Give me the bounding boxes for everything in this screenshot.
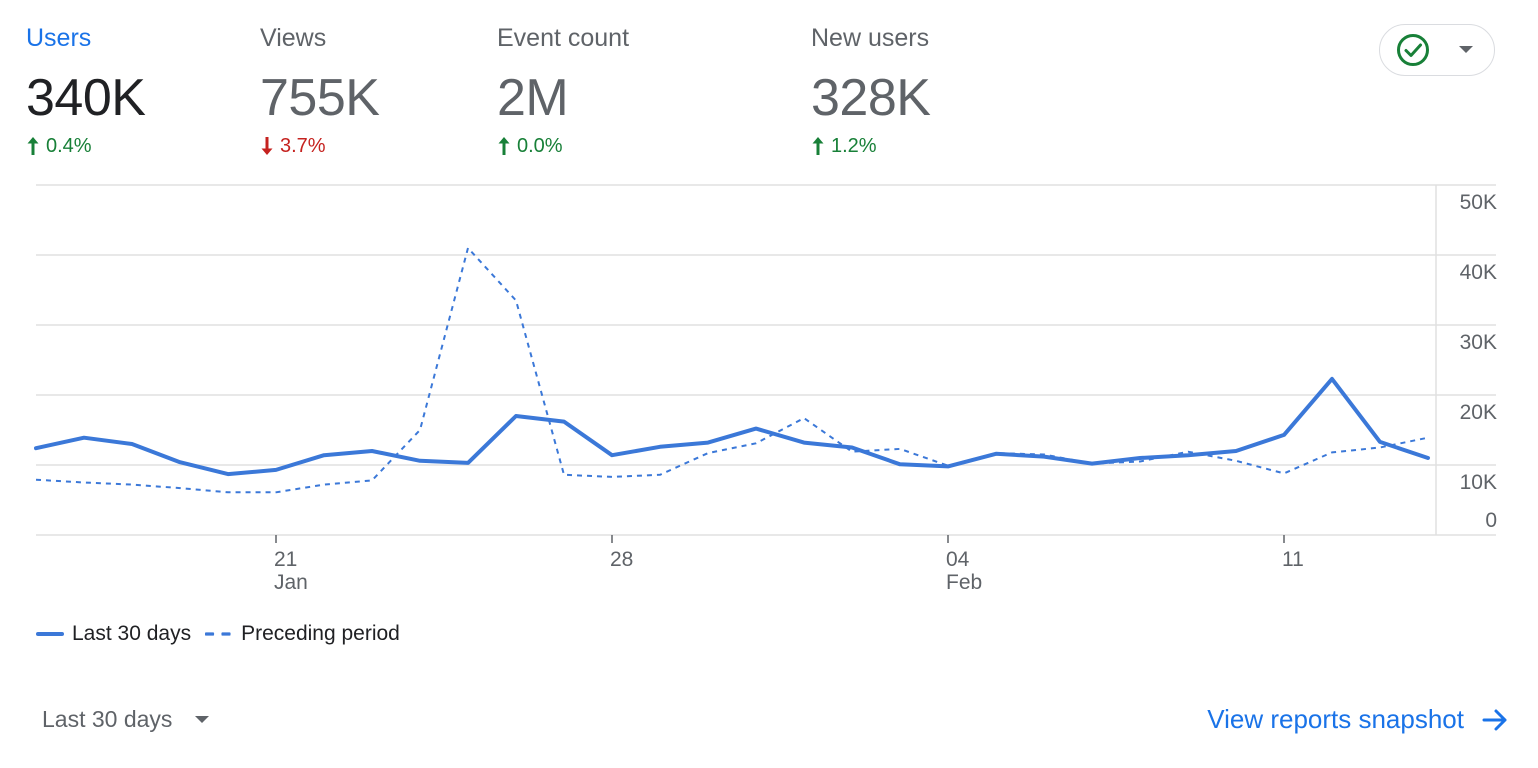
legend-label: Last 30 days [72, 622, 192, 645]
legend-solid-line-icon [36, 632, 64, 636]
x-tick-month-label: Jan [274, 571, 308, 594]
metric-label: Users [26, 24, 92, 52]
y-tick-label: 50K [1460, 191, 1497, 214]
metric-change: 3.7% [260, 134, 379, 158]
legend-item-last-30-days[interactable]: Last 30 days [36, 622, 191, 646]
x-tick-month-label: Feb [946, 571, 982, 594]
metric-value: 340K [26, 69, 146, 127]
caret-down-icon [194, 715, 210, 725]
legend-dashed-line-icon [205, 632, 233, 636]
status-dropdown-button[interactable] [1379, 24, 1495, 76]
legend-item-preceding-period[interactable]: Preceding period [205, 622, 400, 646]
metric-label: Event count [497, 24, 630, 52]
metric-label: New users [811, 24, 930, 52]
arrow-up-icon [26, 136, 40, 156]
metric-label: Views [260, 24, 327, 52]
y-tick-label: 0 [1485, 509, 1497, 532]
x-tick-label: 11 [1282, 548, 1304, 571]
check-circle-icon [1396, 33, 1430, 67]
y-axis-ticks: 50K 40K 30K 20K 10K 0 [1460, 191, 1497, 532]
series-line-preceding-period [35, 247, 1429, 494]
metric-event-count[interactable]: Event count 2M 0.0% [497, 22, 629, 158]
arrow-up-icon [811, 136, 825, 156]
y-tick-label: 30K [1460, 331, 1497, 354]
x-tick-label: 04 [946, 548, 970, 571]
caret-down-icon [1458, 45, 1474, 55]
date-range-label: Last 30 days [42, 706, 173, 732]
metric-change-value: 0.0% [517, 135, 563, 157]
view-reports-snapshot-link[interactable]: View reports snapshot [1207, 704, 1508, 735]
arrow-right-icon [1482, 708, 1508, 732]
chart-legend: Last 30 days Preceding period [36, 622, 414, 646]
metric-change: 1.2% [811, 134, 930, 158]
arrow-up-icon [497, 136, 511, 156]
metric-views[interactable]: Views 755K 3.7% [260, 22, 380, 158]
metric-change-value: 0.4% [46, 135, 92, 157]
metric-users[interactable]: Users 340K 0.4% [26, 22, 146, 158]
y-tick-label: 20K [1460, 401, 1497, 424]
view-reports-label: View reports snapshot [1207, 704, 1464, 734]
x-tick-label: 28 [610, 548, 633, 571]
metric-value: 328K [811, 69, 931, 127]
y-tick-label: 40K [1460, 261, 1497, 284]
series-line-last-30-days [34, 376, 1430, 477]
legend-label: Preceding period [241, 622, 400, 645]
chart-series [34, 247, 1430, 494]
metric-change: 0.0% [497, 134, 629, 158]
metric-change-value: 1.2% [831, 135, 877, 157]
metric-change-value: 3.7% [280, 135, 326, 157]
chart-grid [36, 184, 1496, 536]
arrow-down-icon [260, 136, 274, 156]
metric-change: 0.4% [26, 134, 145, 158]
date-range-select[interactable]: Last 30 days [42, 706, 210, 733]
metric-value: 2M [497, 69, 569, 127]
x-tick-label: 21 [274, 548, 297, 571]
metric-value: 755K [260, 69, 380, 127]
metric-new-users[interactable]: New users 328K 1.2% [811, 22, 931, 158]
y-tick-label: 10K [1460, 471, 1497, 494]
